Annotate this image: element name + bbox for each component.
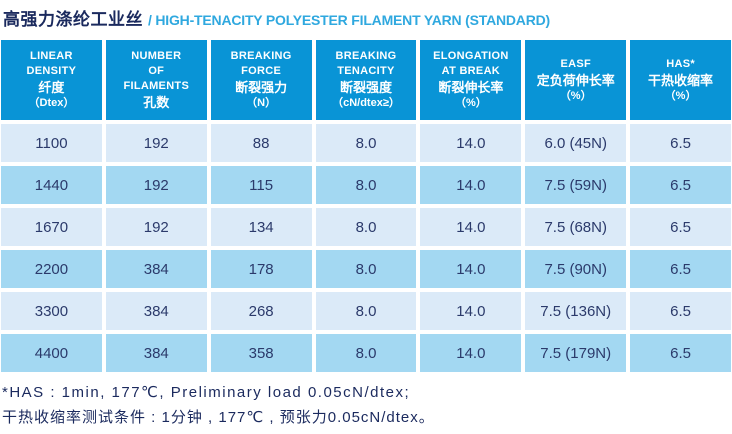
footnotes: *HAS : 1min, 177℃, Preliminary load 0.05… bbox=[2, 383, 435, 428]
cell-easf: 7.5 (59N) bbox=[525, 166, 627, 204]
cell-has: 6.5 bbox=[630, 208, 731, 246]
cell-number-of-filaments: 384 bbox=[105, 334, 207, 372]
table-row: 1100 192 88 8.0 14.0 6.0 (45N) 6.5 bbox=[1, 124, 731, 162]
column-header-cn: 定负荷伸长率 bbox=[536, 72, 615, 88]
column-header-en: BREAKING FORCE bbox=[230, 50, 292, 77]
column-header-unit: （cN/dtex≥） bbox=[332, 97, 400, 109]
column-header-cn: 孔数 bbox=[143, 95, 170, 110]
table-header-row: LINEAR DENSITY 纤度 （Dtex） NUMBER OF FILAM… bbox=[1, 40, 731, 120]
cell-breaking-force: 268 bbox=[210, 292, 312, 330]
table-row: 1440 192 115 8.0 14.0 7.5 (59N) 6.5 bbox=[1, 166, 731, 204]
cell-easf: 7.5 (179N) bbox=[525, 334, 627, 372]
cell-easf: 7.5 (68N) bbox=[525, 208, 627, 246]
column-header-cn: 干热收缩率 bbox=[648, 72, 714, 88]
cell-breaking-tenacity: 8.0 bbox=[315, 334, 417, 372]
cell-breaking-tenacity: 8.0 bbox=[315, 208, 417, 246]
cell-breaking-force: 115 bbox=[210, 166, 312, 204]
column-header-en: ELONGATION AT BREAK bbox=[433, 50, 509, 77]
footnote-line-1: *HAS : 1min, 177℃, Preliminary load 0.05… bbox=[2, 384, 411, 401]
column-header-en: HAS* bbox=[666, 57, 695, 70]
cell-easf: 6.0 (45N) bbox=[525, 124, 627, 162]
cell-elongation-at-break: 14.0 bbox=[420, 250, 522, 288]
column-header-unit: （%） bbox=[559, 89, 592, 102]
cell-elongation-at-break: 14.0 bbox=[420, 334, 522, 372]
footnote-line-2: 干热收缩率测试条件 : 1分钟 , 177℃ , 预张力0.05cN/dtex。 bbox=[2, 409, 435, 426]
column-header-cn: 断裂强度 bbox=[339, 80, 392, 95]
column-header-unit: （%） bbox=[664, 89, 697, 102]
cell-number-of-filaments: 192 bbox=[105, 166, 207, 204]
column-header-linear-density: LINEAR DENSITY 纤度 （Dtex） bbox=[1, 40, 102, 120]
cell-breaking-tenacity: 8.0 bbox=[315, 292, 417, 330]
cell-breaking-force: 88 bbox=[210, 124, 312, 162]
cell-linear-density: 1440 bbox=[1, 166, 102, 204]
column-header-unit: （%） bbox=[454, 97, 487, 109]
column-header-has: HAS* 干热收缩率 （%） bbox=[630, 40, 731, 120]
cell-has: 6.5 bbox=[630, 292, 731, 330]
column-header-en: NUMBER OF FILAMENTS bbox=[123, 50, 190, 92]
cell-elongation-at-break: 14.0 bbox=[420, 208, 522, 246]
column-header-easf: EASF 定负荷伸长率 （%） bbox=[525, 40, 627, 120]
cell-breaking-force: 178 bbox=[210, 250, 312, 288]
column-header-unit: （Dtex） bbox=[28, 97, 75, 109]
column-header-cn: 纤度 bbox=[38, 80, 65, 95]
cell-has: 6.5 bbox=[630, 250, 731, 288]
cell-breaking-tenacity: 8.0 bbox=[315, 124, 417, 162]
cell-breaking-force: 358 bbox=[210, 334, 312, 372]
column-header-en: EASF bbox=[560, 57, 591, 70]
cell-elongation-at-break: 14.0 bbox=[420, 292, 522, 330]
cell-breaking-tenacity: 8.0 bbox=[315, 250, 417, 288]
cell-number-of-filaments: 192 bbox=[105, 208, 207, 246]
cell-elongation-at-break: 14.0 bbox=[420, 166, 522, 204]
column-header-en: LINEAR DENSITY bbox=[26, 50, 77, 77]
cell-easf: 7.5 (136N) bbox=[525, 292, 627, 330]
cell-linear-density: 4400 bbox=[1, 334, 102, 372]
column-header-cn: 断裂强力 bbox=[235, 80, 288, 95]
cell-breaking-tenacity: 8.0 bbox=[315, 166, 417, 204]
cell-number-of-filaments: 384 bbox=[105, 292, 207, 330]
cell-has: 6.5 bbox=[630, 166, 731, 204]
cell-number-of-filaments: 384 bbox=[105, 250, 207, 288]
page-title-chinese: 高强力涤纶工业丝 bbox=[3, 10, 143, 29]
page-title: 高强力涤纶工业丝 / HIGH-TENACITY POLYESTER FILAME… bbox=[3, 5, 550, 30]
cell-easf: 7.5 (90N) bbox=[525, 250, 627, 288]
table-row: 2200 384 178 8.0 14.0 7.5 (90N) 6.5 bbox=[1, 250, 731, 288]
cell-linear-density: 1670 bbox=[1, 208, 102, 246]
cell-linear-density: 3300 bbox=[1, 292, 102, 330]
cell-breaking-force: 134 bbox=[210, 208, 312, 246]
column-header-breaking-tenacity: BREAKING TENACITY 断裂强度 （cN/dtex≥） bbox=[315, 40, 417, 120]
table-row: 1670 192 134 8.0 14.0 7.5 (68N) 6.5 bbox=[1, 208, 731, 246]
page-title-english: / HIGH-TENACITY POLYESTER FILAMENT YARN … bbox=[148, 12, 550, 28]
cell-has: 6.5 bbox=[630, 334, 731, 372]
column-header-breaking-force: BREAKING FORCE 断裂强力 （N） bbox=[210, 40, 312, 120]
cell-elongation-at-break: 14.0 bbox=[420, 124, 522, 162]
table-row: 3300 384 268 8.0 14.0 7.5 (136N) 6.5 bbox=[1, 292, 731, 330]
cell-number-of-filaments: 192 bbox=[105, 124, 207, 162]
table-row: 4400 384 358 8.0 14.0 7.5 (179N) 6.5 bbox=[1, 334, 731, 372]
column-header-unit: （N） bbox=[246, 97, 277, 109]
cell-linear-density: 2200 bbox=[1, 250, 102, 288]
cell-linear-density: 1100 bbox=[1, 124, 102, 162]
column-header-cn: 断裂伸长率 bbox=[438, 80, 504, 95]
column-header-en: BREAKING TENACITY bbox=[335, 50, 397, 77]
cell-has: 6.5 bbox=[630, 124, 731, 162]
column-header-elongation-at-break: ELONGATION AT BREAK 断裂伸长率 （%） bbox=[420, 40, 522, 120]
column-header-number-of-filaments: NUMBER OF FILAMENTS 孔数 bbox=[105, 40, 207, 120]
